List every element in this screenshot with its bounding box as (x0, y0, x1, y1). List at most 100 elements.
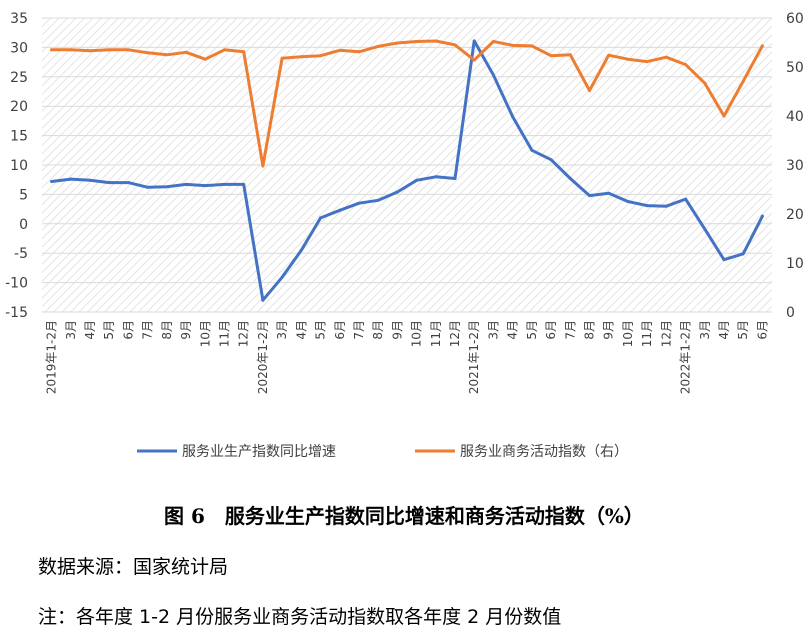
x-tick-label: 4月 (506, 320, 520, 340)
data-point-s0-19 (415, 178, 419, 182)
y-left-tick-label: 0 (19, 217, 28, 233)
x-tick-label: 12月 (237, 320, 251, 347)
x-tick-label: 11月 (429, 320, 443, 347)
data-point-s1-9 (223, 48, 226, 52)
x-tick-label: 10月 (198, 320, 212, 347)
data-point-s0-6 (165, 185, 169, 189)
x-tick-label: 7月 (352, 320, 366, 340)
data-point-s1-6 (165, 53, 169, 57)
x-tick-label: 3月 (486, 320, 500, 340)
data-point-s1-36 (741, 79, 745, 83)
data-point-s1-11 (261, 164, 265, 168)
x-tick-label: 6月 (755, 320, 769, 340)
data-point-s1-10 (242, 50, 246, 54)
data-point-s1-3 (107, 48, 111, 52)
footnote: 注：各年度 1-2 月份服务业商务活动指数取各年度 2 月份数值 (38, 606, 562, 628)
data-point-s0-4 (126, 181, 130, 185)
data-point-s0-2 (88, 178, 92, 182)
data-point-s1-16 (357, 50, 361, 54)
data-source-note: 数据来源：国家统计局 (38, 556, 229, 578)
data-point-s0-0 (50, 179, 54, 183)
x-tick-label: 5月 (314, 320, 328, 340)
data-point-s1-17 (376, 44, 380, 48)
y-left-tick-label: -5 (14, 246, 28, 262)
x-tick-label: 3月 (698, 320, 712, 340)
y-left-tick-label: 35 (10, 11, 28, 27)
series-lines (50, 39, 764, 302)
data-point-s0-35 (722, 258, 726, 262)
data-point-s1-14 (319, 54, 323, 58)
y-right-tick-label: 0 (786, 305, 795, 321)
legend: 服务业生产指数同比增速 服务业商务活动指数（右） (137, 444, 628, 460)
x-tick-label: 3月 (275, 320, 289, 340)
x-tick-label: 7月 (563, 320, 577, 340)
x-tick-label: 6月 (333, 320, 347, 340)
x-tick-label: 5月 (736, 320, 750, 340)
data-point-s1-0 (50, 48, 54, 52)
data-point-s0-30 (626, 199, 630, 203)
x-axis-ticks: 2019年1-2月 3月 4月 5月 6月 7月 8月 9月 10月 11月 12月 2020年1-2… (45, 320, 770, 394)
data-point-s1-34 (703, 81, 707, 85)
figure-caption: 图 6 服务业生产指数同比增速和商务活动指数（%） (164, 504, 644, 528)
data-point-s0-25 (530, 148, 534, 152)
data-point-s0-31 (645, 204, 649, 208)
data-point-s0-37 (760, 214, 764, 218)
data-point-s0-12 (280, 275, 284, 279)
data-point-s0-14 (319, 216, 323, 220)
data-point-s1-33 (684, 63, 688, 67)
data-point-s1-8 (203, 57, 207, 61)
x-tick-label: 12月 (448, 320, 462, 347)
data-point-s0-16 (357, 201, 361, 205)
x-tick-label: 4月 (83, 320, 97, 340)
x-tick-label: 8月 (160, 320, 174, 340)
y-right-tick-label: 60 (786, 11, 804, 27)
data-point-s0-11 (261, 298, 265, 302)
series-line-0 (50, 39, 764, 302)
data-point-s1-26 (549, 54, 553, 58)
x-tick-label: 2020年1-2月 (256, 320, 270, 394)
x-tick-label: 6月 (121, 320, 135, 340)
data-point-s1-20 (434, 39, 438, 43)
y-left-tick-label: 25 (10, 70, 28, 86)
data-point-s1-23 (491, 40, 495, 44)
data-point-s0-17 (376, 198, 380, 202)
data-point-s0-13 (299, 248, 303, 252)
x-tick-label: 12月 (659, 320, 673, 347)
data-point-s0-24 (511, 115, 515, 119)
data-point-s0-27 (568, 177, 572, 181)
x-tick-label: 10月 (410, 320, 424, 347)
data-point-s0-7 (184, 182, 188, 186)
data-point-s0-5 (146, 185, 150, 189)
series-line-1 (50, 39, 764, 168)
x-tick-label: 8月 (583, 320, 597, 340)
data-point-s0-15 (338, 208, 342, 212)
data-point-s0-34 (703, 227, 707, 231)
x-tick-label: 2022年1-2月 (679, 320, 693, 394)
y-left-tick-label: 10 (10, 158, 28, 174)
data-point-s0-22 (472, 39, 476, 43)
legend-label-production: 服务业生产指数同比增速 (182, 444, 336, 460)
y-right-tick-label: 10 (786, 256, 804, 272)
data-point-s0-18 (395, 190, 399, 194)
data-point-s1-12 (280, 56, 284, 60)
data-point-s1-29 (607, 53, 611, 57)
data-point-s1-2 (88, 49, 92, 53)
x-tick-label: 5月 (102, 320, 116, 340)
y-left-tick-label: 5 (19, 187, 28, 203)
data-point-s1-5 (146, 51, 150, 55)
data-point-s1-4 (126, 48, 130, 52)
data-point-s1-30 (626, 57, 630, 61)
gridlines (42, 17, 772, 313)
y-left-tick-label: 15 (10, 129, 28, 145)
y-right-tick-label: 20 (786, 207, 804, 223)
data-point-s1-24 (511, 43, 515, 47)
x-tick-label: 3月 (64, 320, 78, 340)
data-point-s1-25 (530, 44, 534, 48)
y-right-tick-label: 30 (786, 158, 804, 174)
x-tick-label: 9月 (390, 320, 404, 340)
y-left-tick-label: -15 (5, 305, 28, 321)
data-point-s1-32 (664, 55, 668, 59)
data-point-s1-13 (299, 55, 303, 59)
data-point-s1-19 (415, 40, 419, 44)
right-axis-ticks: 0 10 20 30 40 50 60 (786, 11, 804, 321)
